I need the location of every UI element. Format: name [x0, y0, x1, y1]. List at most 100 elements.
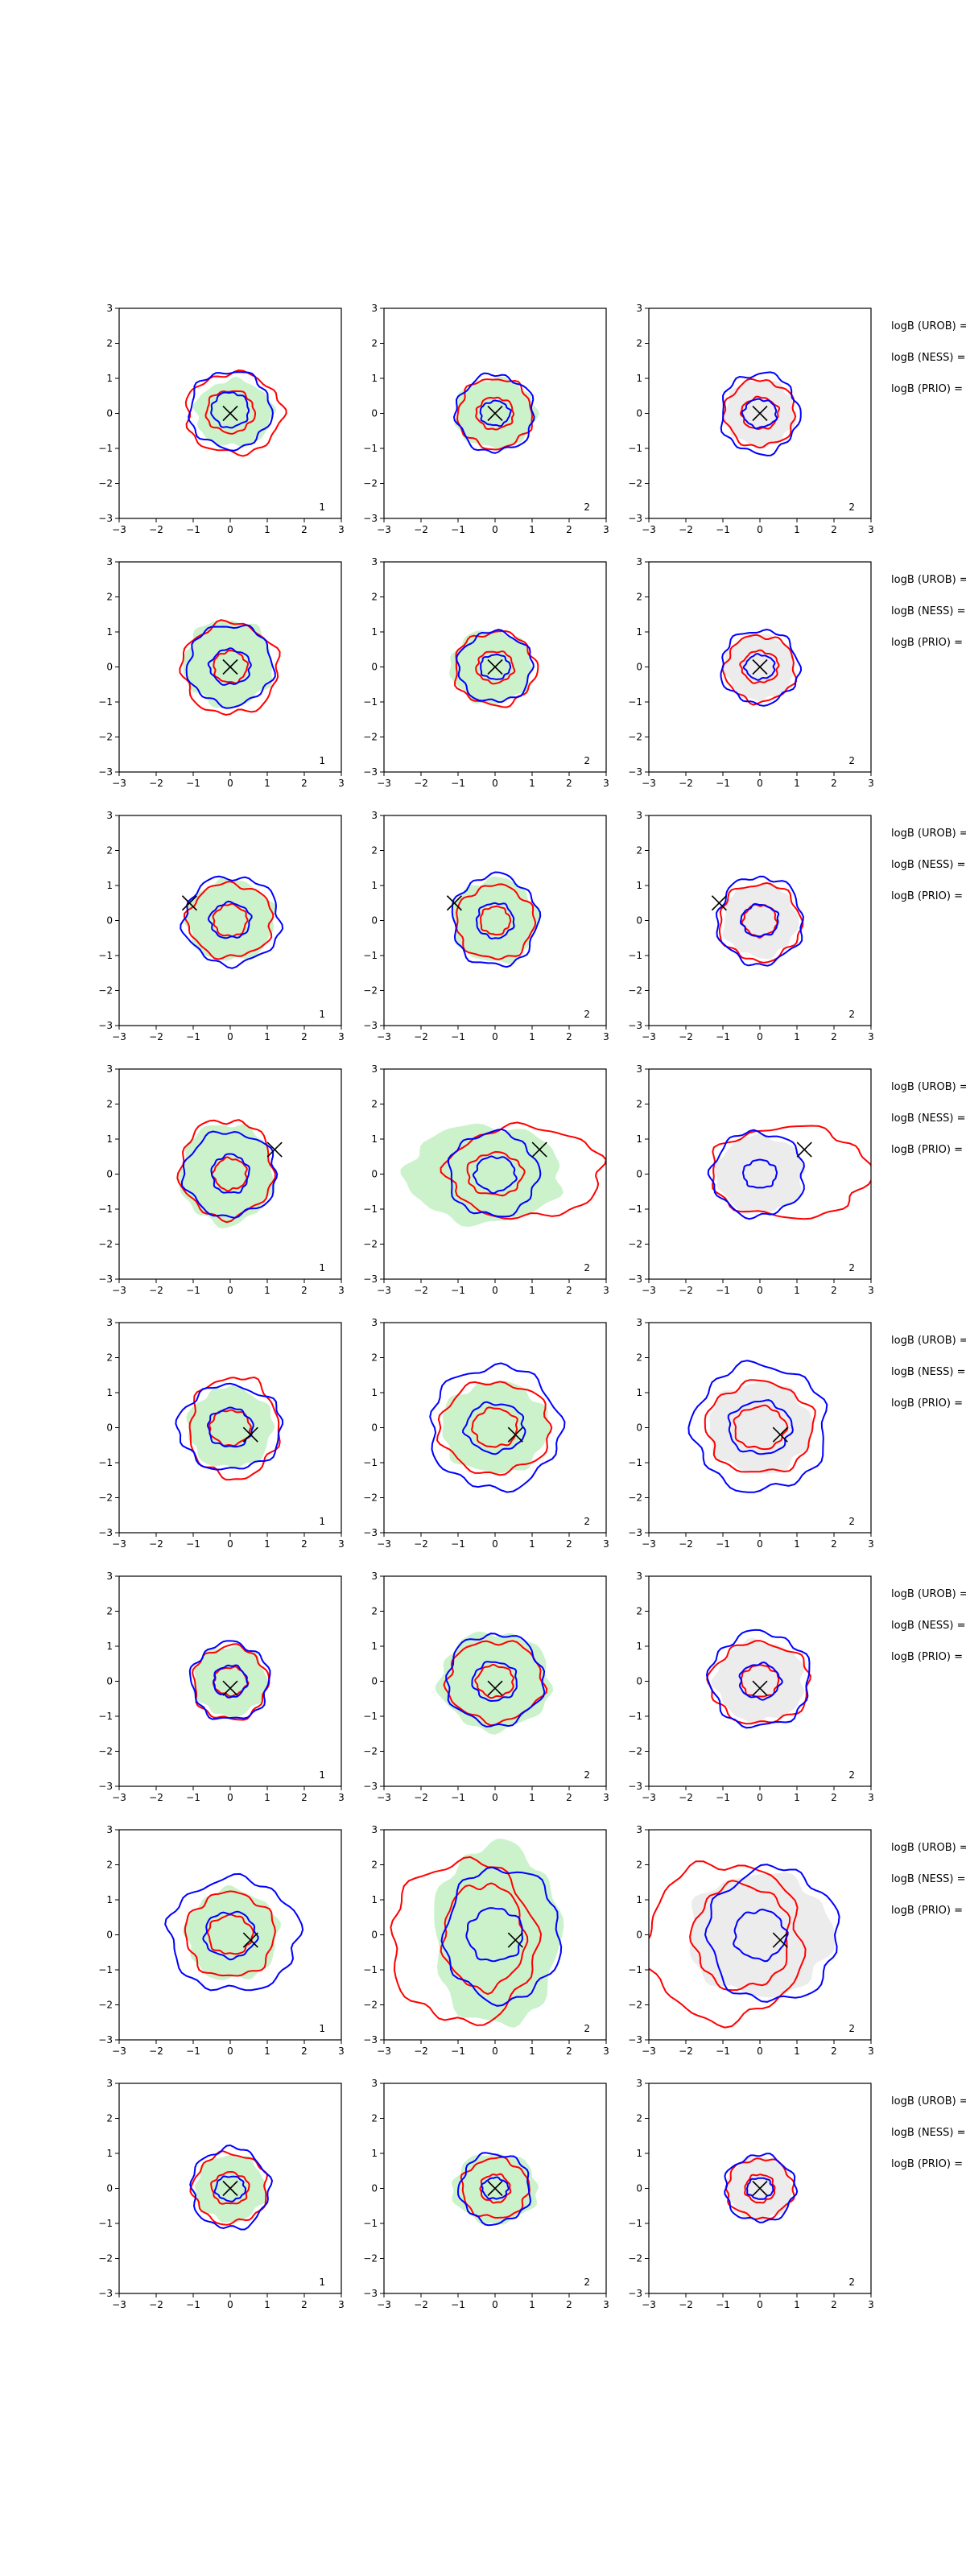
x-tick-label: 3 [338, 2299, 345, 2310]
true-value-marker [752, 1680, 768, 1696]
y-tick-label: 2 [636, 1352, 642, 1364]
y-tick-label: −3 [98, 1781, 113, 1792]
blue-contour [716, 875, 804, 967]
x-tick-label: 3 [603, 524, 609, 535]
logb-label: logB (PRIO) = [891, 637, 963, 649]
logb-label: logB (NESS) = [891, 859, 965, 871]
x-tick-label: 2 [301, 1792, 308, 1803]
true-value-marker [507, 1932, 523, 1948]
logb-label: logB (NESS) = [891, 605, 965, 617]
x-tick-label: 0 [757, 1285, 763, 1296]
x-tick-label: 1 [794, 1538, 800, 1550]
y-tick-label: 1 [106, 1894, 113, 1905]
x-tick-label: −2 [414, 1538, 428, 1550]
x-tick-label: 0 [227, 778, 233, 789]
y-tick-label: −3 [628, 1781, 642, 1792]
x-tick-label: −3 [642, 2299, 656, 2310]
x-tick-label: 2 [301, 1031, 308, 1042]
logb-label: logB (NESS) = [891, 1113, 965, 1125]
logb-label: logB (PRIO) = [891, 1905, 963, 1917]
density-fill [182, 1885, 281, 1980]
blue-contour [739, 902, 780, 938]
blue-contour [472, 1155, 518, 1195]
panel-r2-c2: −3 −2 −1 0 1 2 3 3 2 1 0 −1 −2 −3 2 [363, 556, 609, 789]
blue-contour [452, 372, 535, 454]
y-tick-label: 0 [106, 1930, 113, 1941]
x-tick-label: 1 [264, 2299, 270, 2310]
x-tick-label: 2 [566, 524, 572, 535]
x-tick-label: 1 [264, 1792, 270, 1803]
x-tick-label: −2 [414, 778, 428, 789]
y-tick-label: −1 [98, 1457, 113, 1468]
panel-r1-c2: −3 −2 −1 0 1 2 3 3 2 1 0 −1 −2 −3 2 [363, 303, 609, 535]
true-value-marker [222, 658, 238, 675]
y-tick-label: −1 [628, 2218, 642, 2229]
y-tick-label: 0 [636, 408, 642, 419]
panel-label: 2 [584, 1009, 590, 1020]
y-tick-label: −3 [363, 1274, 378, 1285]
density-fill [724, 381, 797, 449]
y-tick-label: −1 [363, 1457, 378, 1468]
panel-r3-c2: −3 −2 −1 0 1 2 3 3 2 1 0 −1 −2 −3 2 [363, 810, 609, 1042]
y-tick-label: 3 [106, 303, 113, 314]
y-tick-label: −1 [363, 1711, 378, 1722]
x-tick-label: −1 [716, 1792, 730, 1803]
x-tick-label: −1 [186, 1285, 200, 1296]
x-tick-label: −2 [679, 1792, 693, 1803]
y-tick-label: −3 [363, 2034, 378, 2046]
x-tick-label: 2 [566, 1538, 572, 1550]
y-tick-label: −3 [98, 513, 113, 524]
blue-contour [188, 1640, 271, 1720]
x-tick-label: −3 [112, 2046, 126, 2057]
x-tick-label: −2 [149, 524, 163, 535]
blue-contour [687, 1360, 828, 1493]
x-tick-label: −2 [679, 1031, 693, 1042]
x-tick-label: −3 [642, 2046, 656, 2057]
x-tick-label: 3 [338, 524, 345, 535]
x-tick-label: 0 [227, 1792, 233, 1803]
logb-label: logB (UROB) = [891, 2095, 966, 2107]
blue-contour [210, 391, 250, 429]
y-tick-label: −1 [628, 696, 642, 708]
y-tick-label: 1 [371, 2148, 378, 2159]
blue-contour [456, 629, 535, 704]
plot-area [716, 875, 804, 967]
y-tick-label: 1 [636, 880, 642, 891]
y-tick-label: −2 [98, 1492, 113, 1504]
density-fill [435, 1631, 554, 1735]
y-tick-label: 0 [106, 915, 113, 927]
y-tick-label: 3 [371, 1063, 378, 1075]
y-tick-label: −3 [628, 2288, 642, 2299]
y-tick-label: 3 [636, 1317, 642, 1328]
density-fill [179, 1124, 276, 1229]
y-tick-label: 2 [371, 1352, 378, 1364]
red-contour [390, 1856, 543, 2026]
x-tick-label: 0 [227, 1031, 233, 1042]
logb-label: logB (NESS) = [891, 1873, 965, 1885]
logb-label: logB (NESS) = [891, 2127, 965, 2139]
panel-r6-c2: −3 −2 −1 0 1 2 3 3 2 1 0 −1 −2 −3 2 [363, 1571, 609, 1803]
y-tick-label: 3 [636, 1063, 642, 1075]
x-tick-label: 3 [338, 1285, 345, 1296]
x-tick-label: 2 [566, 2046, 572, 2057]
blue-contour [465, 1907, 523, 1963]
x-tick-label: −1 [451, 1792, 465, 1803]
y-tick-label: 3 [636, 2078, 642, 2089]
red-contour [440, 1121, 606, 1220]
x-tick-label: 2 [566, 1792, 572, 1803]
y-tick-label: −3 [98, 1274, 113, 1285]
y-tick-label: 1 [636, 1387, 642, 1398]
red-contour [440, 1882, 529, 1996]
blue-contour [481, 2176, 510, 2200]
y-tick-label: −3 [363, 1020, 378, 1031]
blue-contour [480, 653, 512, 680]
true-value-marker [487, 405, 503, 422]
y-tick-label: −1 [628, 950, 642, 961]
true-value-marker [266, 1141, 283, 1158]
blue-contour [451, 871, 542, 968]
x-tick-label: 1 [264, 524, 270, 535]
logb-labels: logB (UROB) = logB (NESS) = logB (PRIO) = [891, 574, 966, 649]
panel-label: 2 [848, 1516, 855, 1527]
x-tick-label: −3 [377, 1792, 391, 1803]
